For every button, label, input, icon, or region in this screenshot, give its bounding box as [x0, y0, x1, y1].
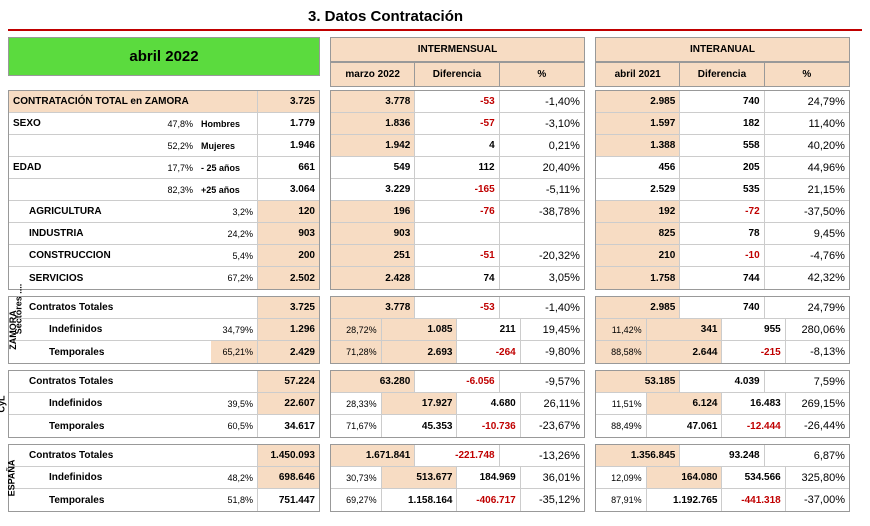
zamora-layout: ZAMORA Contratos Totales3.725 Indefinido…	[8, 293, 862, 364]
cyl-layout: CyL Contratos Totales57.224 Indefinidos3…	[8, 367, 862, 438]
p25-label: +25 años	[197, 179, 257, 200]
m25-pct: 17,7%	[151, 157, 197, 178]
col-pct-ia: %	[765, 63, 849, 86]
mujeres-pct: 52,2%	[151, 135, 197, 156]
ser-label: SERVICIOS	[9, 267, 211, 289]
rot-espana: ESPAÑA	[6, 460, 16, 497]
m25-label: - 25 años	[197, 157, 257, 178]
agri-val: 120	[257, 201, 319, 222]
ind-val: 903	[257, 223, 319, 244]
m25-val: 661	[257, 157, 319, 178]
intermensual-title: INTERMENSUAL	[331, 38, 584, 61]
header-layout: abril 2022 INTERMENSUAL marzo 2022 Difer…	[8, 37, 862, 87]
agri-label: AGRICULTURA	[9, 201, 211, 222]
col-ref-im: marzo 2022	[331, 63, 415, 86]
block1-layout: CONTRATACIÓN TOTAL en ZAMORA 3.725 SEXO …	[8, 87, 862, 290]
sexo-label: SEXO	[9, 113, 151, 134]
ind-pct: 24,2%	[211, 223, 257, 244]
title-underline	[8, 29, 862, 31]
col-diff-ia: Diferencia	[680, 63, 764, 86]
interanual-title: INTERANUAL	[596, 38, 849, 61]
col-ref-ia: abril 2021	[596, 63, 680, 86]
p25-val: 3.064	[257, 179, 319, 200]
col-pct-im: %	[500, 63, 584, 86]
hombres-pct: 47,8%	[151, 113, 197, 134]
col-diff-im: Diferencia	[415, 63, 499, 86]
mujeres-val: 1.946	[257, 135, 319, 156]
con-label: CONSTRUCCION	[9, 245, 211, 266]
con-pct: 5,4%	[211, 245, 257, 266]
period-header: abril 2022	[8, 37, 320, 76]
rot-cyl: CyL	[0, 395, 7, 412]
total-label: CONTRATACIÓN TOTAL en ZAMORA	[9, 91, 257, 112]
total-val: 3.725	[257, 91, 319, 112]
mujeres-label: Mujeres	[197, 135, 257, 156]
rot-zamora: ZAMORA	[8, 310, 18, 350]
edad-label: EDAD	[9, 157, 151, 178]
block1-left: CONTRATACIÓN TOTAL en ZAMORA 3.725 SEXO …	[8, 90, 320, 290]
ind-label: INDUSTRIA	[9, 223, 211, 244]
p25-pct: 82,3%	[151, 179, 197, 200]
section-title: 3. Datos Contratación	[288, 8, 483, 25]
hombres-label: Hombres	[197, 113, 257, 134]
section-title-row: 3. Datos Contratación	[8, 8, 862, 25]
ser-pct: 67,2%	[211, 267, 257, 289]
block1-im: 3.778-53-1,40% 1.836-57-3,10% 1.94240,21…	[330, 90, 585, 290]
con-val: 200	[257, 245, 319, 266]
block1-ia: 2.98574024,79% 1.59718211,40% 1.38855840…	[595, 90, 850, 290]
espana-layout: ESPAÑA Contratos Totales1.450.093 Indefi…	[8, 441, 862, 512]
ser-val: 2.502	[257, 267, 319, 289]
agri-pct: 3,2%	[211, 201, 257, 222]
hombres-val: 1.779	[257, 113, 319, 134]
